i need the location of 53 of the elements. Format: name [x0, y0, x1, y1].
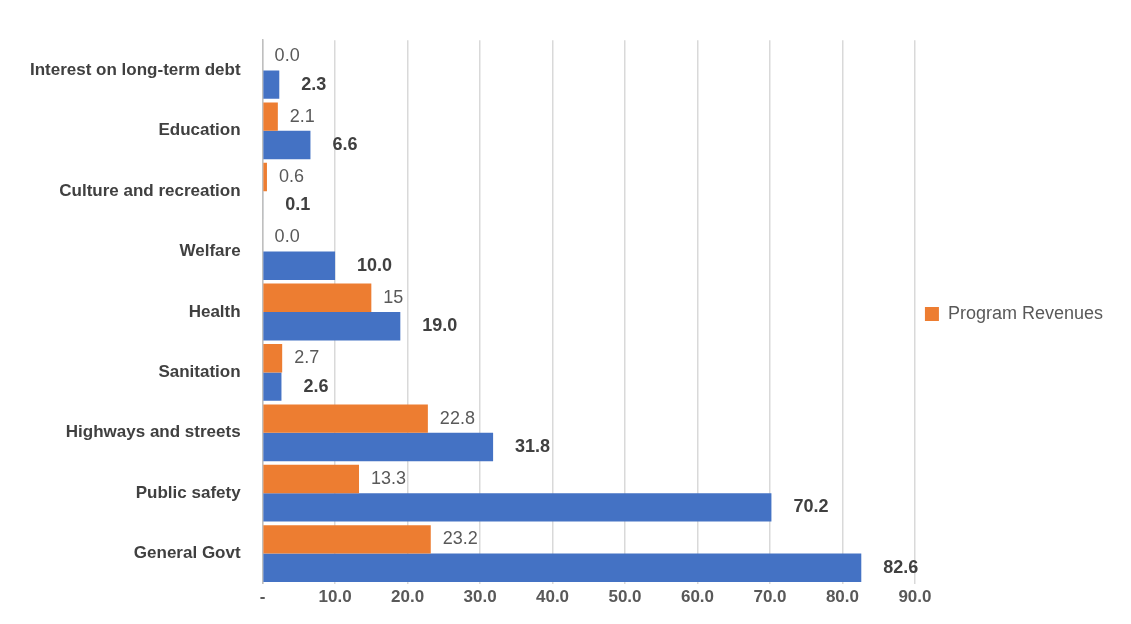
data-label: 2.1	[289, 105, 315, 126]
bar	[263, 162, 267, 192]
data-label: 19.0	[422, 315, 458, 336]
data-label: 2.7	[294, 347, 320, 368]
x-tick-label: 30.0	[463, 586, 497, 606]
x-tick-label: 10.0	[318, 586, 352, 606]
bar	[263, 553, 862, 582]
data-label: 0.6	[278, 165, 304, 186]
y-tick-label: General Govt	[133, 543, 241, 563]
bar	[263, 404, 428, 433]
data-label: 22.8	[439, 407, 475, 428]
data-label: 6.6	[332, 133, 358, 154]
data-label: 23.2	[442, 528, 478, 549]
x-tick-label: -	[259, 586, 266, 606]
data-label: 2.6	[303, 375, 329, 396]
y-tick-label: Culture and recreation	[59, 180, 241, 200]
y-tick-label: Interest on long-term debt	[29, 60, 241, 80]
bar	[263, 130, 311, 160]
data-label: 15	[383, 286, 404, 307]
data-label: 82.6	[883, 556, 919, 577]
x-tick-label: 60.0	[680, 586, 715, 606]
x-tick-label: 20.0	[391, 586, 425, 606]
bar	[263, 464, 360, 494]
bar	[263, 102, 278, 131]
y-tick-label: Public safety	[135, 482, 242, 502]
data-label: 10.0	[357, 254, 393, 275]
y-tick-label: Highways and streets	[65, 422, 241, 442]
x-tick-label: 40.0	[535, 586, 570, 606]
bar	[263, 70, 280, 99]
x-tick-label: 80.0	[825, 586, 859, 606]
data-label: 0.0	[274, 226, 300, 247]
x-tick-label: 70.0	[753, 586, 787, 606]
data-label: 0.0	[274, 45, 300, 66]
bar	[263, 372, 282, 401]
x-tick-label: 50.0	[608, 586, 642, 606]
bar	[263, 283, 372, 312]
legend-label: Program Revenues	[947, 302, 1103, 323]
x-tick-label: 90.0	[898, 586, 932, 606]
data-label: 2.3	[301, 73, 327, 94]
bar	[263, 251, 336, 280]
y-tick-label: Health	[188, 301, 241, 321]
bar	[263, 525, 431, 554]
bar	[263, 432, 494, 462]
bar	[263, 344, 283, 373]
data-label: 13.3	[371, 467, 407, 488]
data-label: 0.1	[285, 194, 311, 215]
y-tick-label: Education	[158, 120, 241, 140]
bar	[263, 312, 401, 341]
y-tick-label: Sanitation	[158, 362, 241, 382]
data-label: 70.2	[793, 496, 829, 517]
data-label: 31.8	[515, 435, 551, 456]
y-tick-label: Welfare	[179, 241, 241, 261]
bar	[263, 493, 772, 522]
